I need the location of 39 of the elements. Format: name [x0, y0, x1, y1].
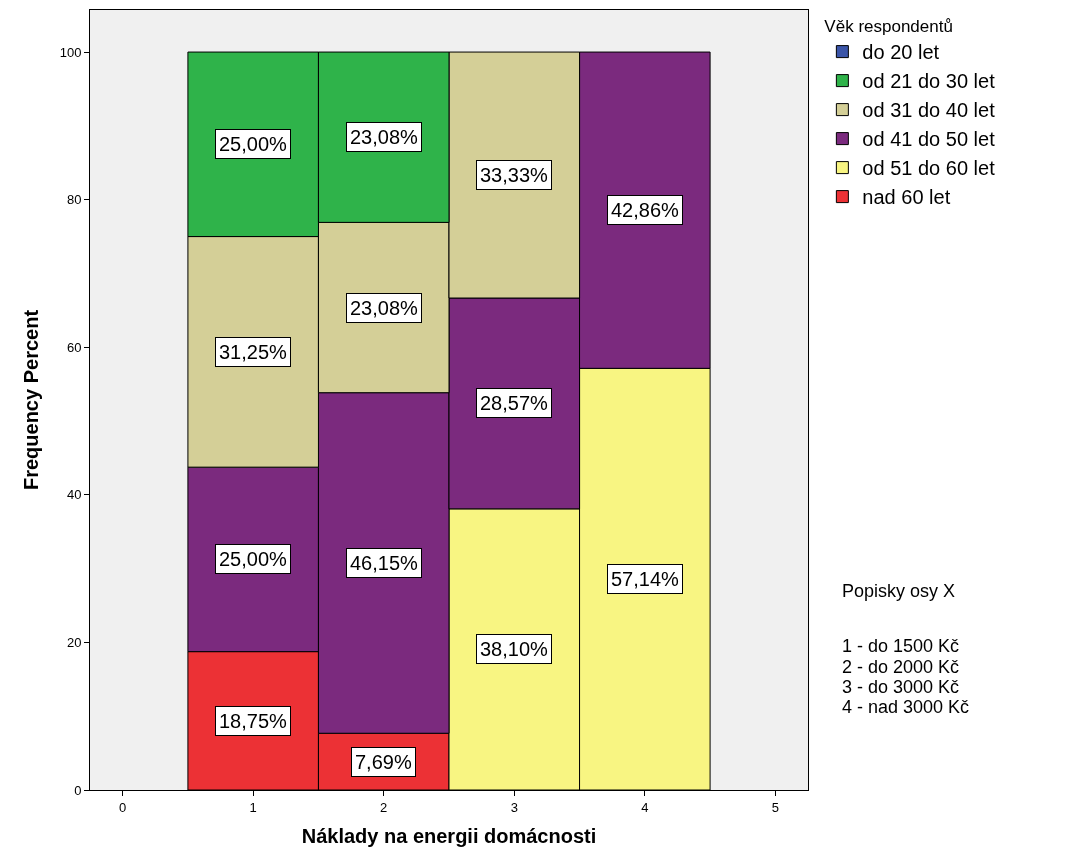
data-label: 31,25%	[219, 341, 288, 363]
text: 2 - do 2000 Kč	[842, 657, 960, 677]
text: 1 - do 1500 Kč	[842, 636, 960, 656]
x-tick-label: 4	[641, 799, 649, 815]
data-label: 25,00%	[219, 133, 288, 155]
data-label: 7,69%	[355, 751, 412, 773]
data-label: 18,75%	[219, 710, 288, 732]
y-tick-label: 0	[74, 782, 82, 798]
data-label: 23,08%	[350, 297, 419, 319]
legend-label: od 51 do 60 let	[862, 157, 996, 180]
x-tick-label: 0	[119, 799, 127, 815]
text: 3 - do 3000 Kč	[842, 677, 960, 697]
text: Popisky osy X	[842, 581, 956, 601]
y-tick-label: 60	[66, 339, 82, 355]
data-label: 46,15%	[350, 552, 419, 574]
x-tick-label: 1	[249, 799, 257, 815]
x-tick-label: 5	[771, 799, 779, 815]
data-label: 23,08%	[350, 126, 419, 148]
y-tick-label: 20	[66, 634, 82, 650]
x-axis-title: Náklady na energii domácnosti	[301, 825, 597, 848]
y-tick-label: 100	[59, 44, 82, 60]
legend-label: nad 60 let	[862, 186, 951, 209]
x-tick-label: 2	[380, 799, 388, 815]
y-tick-label: 40	[66, 487, 82, 503]
data-label: 38,10%	[480, 638, 549, 660]
data-label: 57,14%	[611, 568, 680, 590]
legend-label: od 41 do 50 let	[862, 128, 996, 151]
legend-title: Věk respondentů	[824, 17, 953, 37]
y-axis-title: Frequency Percent	[20, 309, 43, 491]
x-tick-label: 3	[510, 799, 518, 815]
data-label: 42,86%	[611, 199, 680, 221]
legend-label: od 21 do 30 let	[862, 70, 996, 93]
text: 4 - nad 3000 Kč	[842, 697, 970, 717]
data-label: 28,57%	[480, 392, 549, 414]
data-label: 25,00%	[219, 548, 288, 570]
legend-label: od 31 do 40 let	[862, 99, 996, 122]
legend-label: do 20 let	[862, 41, 940, 64]
y-tick-label: 80	[66, 192, 82, 208]
data-label: 33,33%	[480, 164, 549, 186]
